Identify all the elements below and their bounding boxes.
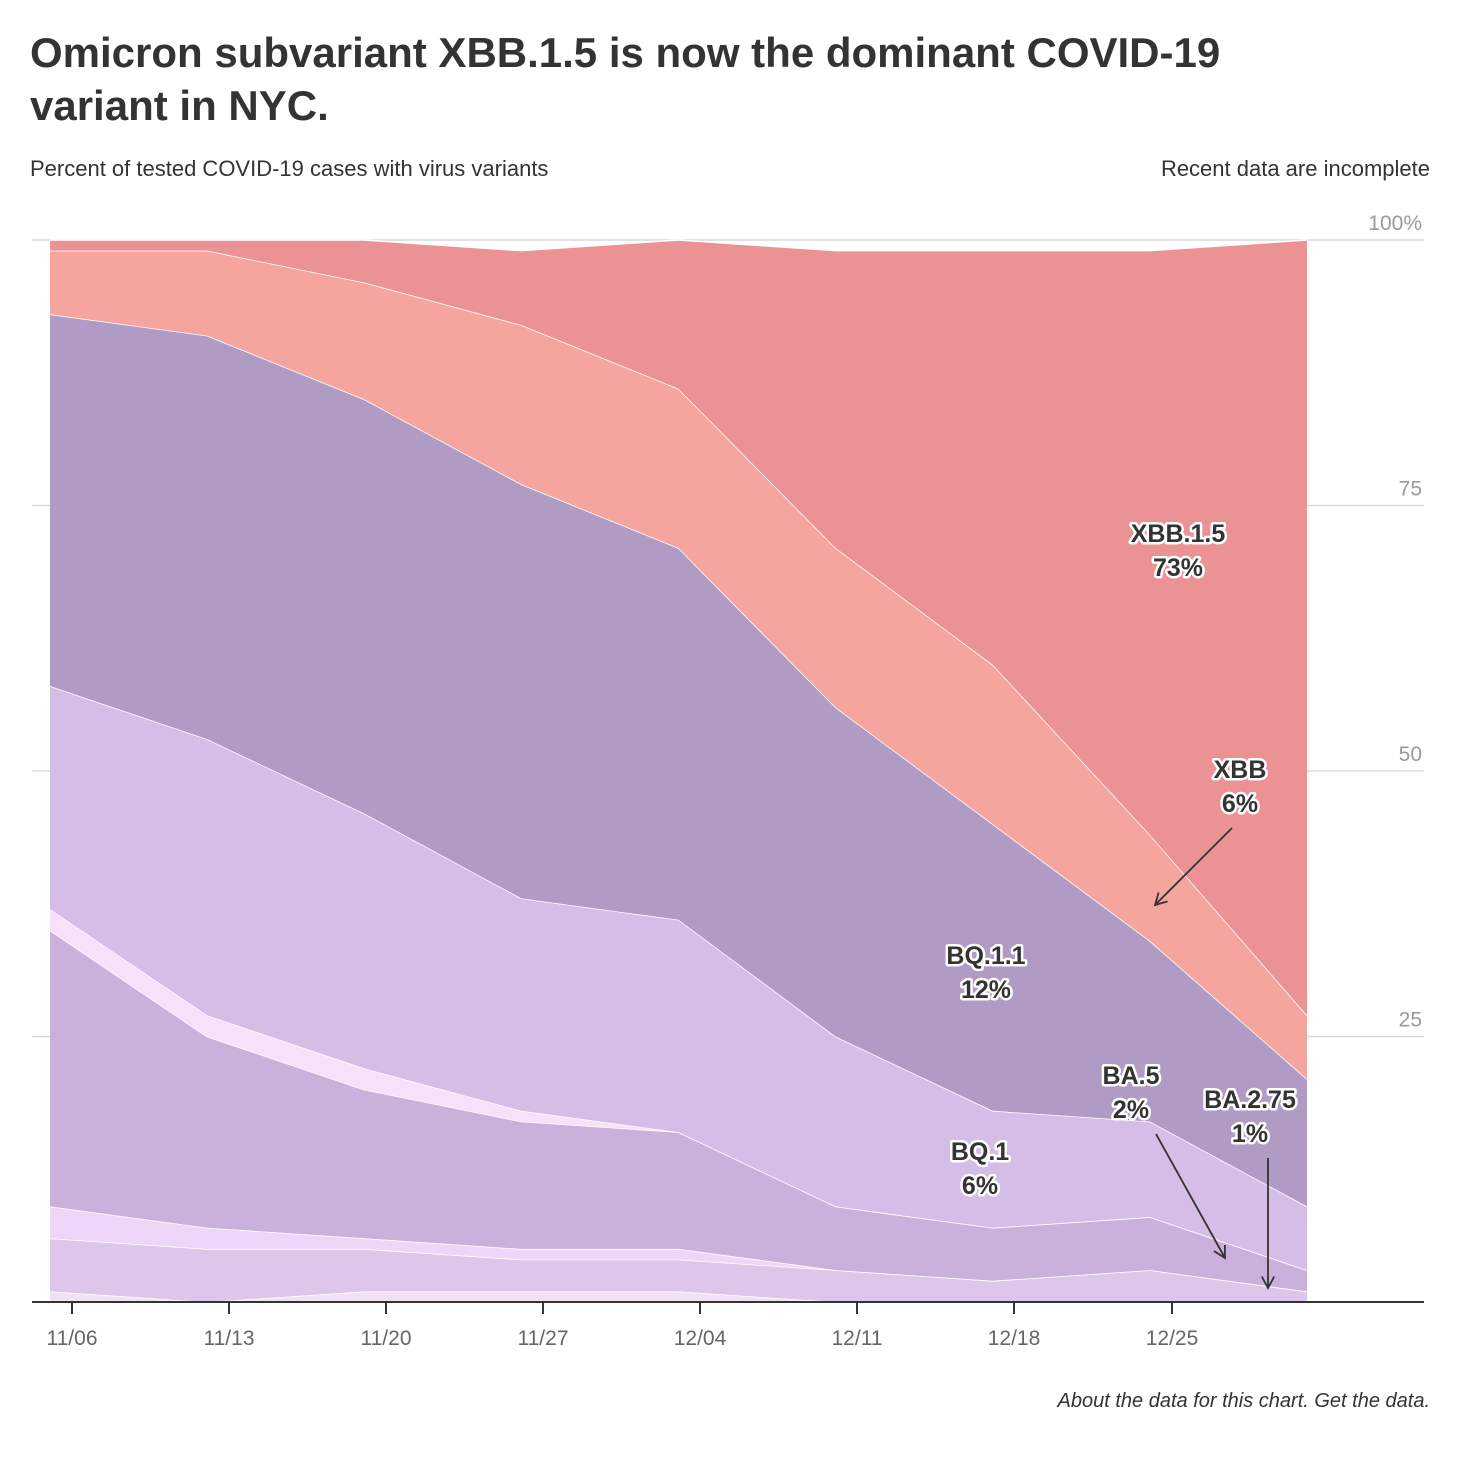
x-tick-label: 12/04 bbox=[674, 1327, 727, 1350]
annotations: XBB.1.5 73% XBB 6% BQ.1.1 12% BQ.1 6% BA.5 2% BA.2… bbox=[944, 518, 1298, 1290]
x-tick-label: 12/18 bbox=[988, 1327, 1041, 1350]
x-tick-label: 11/06 bbox=[47, 1327, 98, 1350]
x-tick-label: 12/11 bbox=[832, 1327, 883, 1350]
annotation-value: 2% bbox=[1113, 1096, 1149, 1124]
annotation-value: 6% bbox=[962, 1172, 998, 1200]
area-ba-5 bbox=[50, 930, 1307, 1292]
stacked-area-chart: 100% 75 50 25 11/06 11/13 11/20 11/27 12/04 12/1… bbox=[32, 212, 1424, 1350]
annotation-arrowhead bbox=[1153, 892, 1168, 907]
area-xbb bbox=[50, 250, 1307, 1080]
annotation-arrowhead bbox=[1213, 1244, 1226, 1260]
area-bq-1 bbox=[50, 686, 1307, 1271]
y-tick-label: 50 bbox=[1399, 743, 1422, 766]
annotation-label: BA.2.75 bbox=[1204, 1086, 1296, 1114]
area-xbb-1-5 bbox=[50, 240, 1307, 1016]
annotation-arrow bbox=[1155, 1133, 1226, 1259]
incomplete-data-note: Recent data are incomplete bbox=[1160, 156, 1430, 181]
annotation-value: 6% bbox=[1222, 790, 1258, 818]
x-tick-label: 12/25 bbox=[1146, 1327, 1199, 1350]
y-axis-labels: 100% 75 50 25 bbox=[1368, 212, 1422, 1032]
area-bq-1-1 bbox=[50, 314, 1307, 1207]
area-ba-2-75 bbox=[50, 1238, 1307, 1302]
y-tick-label: 100% bbox=[1368, 212, 1422, 235]
annotation-arrowhead bbox=[1260, 1276, 1276, 1290]
annotation-label: XBB.1.5 bbox=[1131, 520, 1226, 548]
y-tick-label: 25 bbox=[1399, 1009, 1422, 1032]
y-tick-label: 75 bbox=[1399, 478, 1422, 501]
x-tick-label: 11/13 bbox=[204, 1327, 255, 1350]
annotation-arrow bbox=[1154, 827, 1233, 906]
about-data-link[interactable]: About the data for this chart. Get the d… bbox=[1057, 1390, 1430, 1412]
annotation-label: BA.5 bbox=[1103, 1062, 1160, 1090]
x-tick-label: 11/27 bbox=[518, 1327, 569, 1350]
annotation-label: BQ.1 bbox=[951, 1138, 1009, 1166]
annotation-label: XBB bbox=[1214, 756, 1267, 784]
x-axis: 11/06 11/13 11/20 11/27 12/04 12/11 12/18 12/25 bbox=[32, 1301, 1424, 1350]
area-other-0 bbox=[50, 1291, 1307, 1302]
annotation-value: 1% bbox=[1232, 1120, 1268, 1148]
area-layers bbox=[49, 239, 1308, 1303]
x-tick-label: 11/20 bbox=[361, 1327, 412, 1350]
annotation-value: 73% bbox=[1153, 554, 1203, 582]
annotation-value: 12% bbox=[961, 976, 1011, 1004]
area-boundary-line bbox=[50, 239, 1308, 252]
chart-title: Omicron subvariant XBB.1.5 is now the do… bbox=[30, 29, 1221, 129]
annotation-label: BQ.1.1 bbox=[946, 942, 1025, 970]
chart-subtitle: Percent of tested COVID-19 cases with vi… bbox=[30, 156, 549, 181]
